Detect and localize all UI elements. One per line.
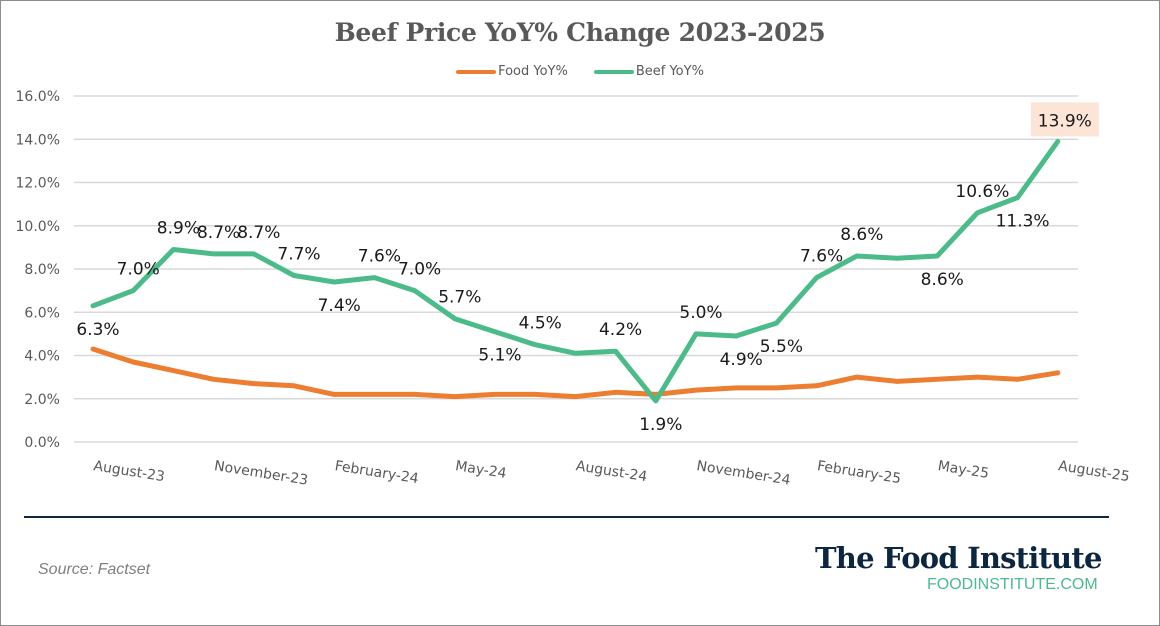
data-label: 4.9% <box>720 350 763 370</box>
data-label: 8.6% <box>840 225 883 245</box>
y-tick-label: 16.0% <box>16 89 60 105</box>
x-tick-label: May-25 <box>937 458 990 482</box>
data-label: 7.0% <box>398 260 441 280</box>
y-tick-label: 4.0% <box>24 349 60 365</box>
legend-label-beef: Beef YoY% <box>635 64 704 79</box>
highlight-label-background <box>1030 102 1099 137</box>
data-label: 7.0% <box>117 260 160 280</box>
y-tick-label: 2.0% <box>24 392 60 408</box>
y-tick-label: 10.0% <box>16 219 60 235</box>
y-tick-label: 0.0% <box>24 435 60 451</box>
data-label: 7.6% <box>358 247 401 267</box>
x-tick-label: May-24 <box>454 458 508 482</box>
data-label: 10.6% <box>955 182 1009 202</box>
legend-label-food: Food YoY% <box>498 64 568 79</box>
food-series-line <box>90 346 1061 400</box>
data-label: 7.4% <box>318 296 361 316</box>
y-tick-label: 12.0% <box>16 176 60 192</box>
x-tick-label: August-23 <box>92 458 165 485</box>
data-label: 8.7% <box>197 223 240 243</box>
x-tick-label: February-25 <box>816 458 902 487</box>
data-label: 5.5% <box>760 337 803 357</box>
legend: Food YoY% Beef YoY% <box>0 64 1160 79</box>
y-tick-label: 14.0% <box>16 132 60 148</box>
beef-series-line <box>90 138 1061 404</box>
legend-swatch-food <box>456 69 497 74</box>
data-label: 5.1% <box>478 346 521 366</box>
legend-swatch-beef <box>593 69 634 74</box>
data-label: 7.7% <box>277 244 320 264</box>
legend-item-beef: Beef YoY% <box>593 64 704 79</box>
footer-divider <box>24 516 1109 518</box>
data-label: 7.6% <box>800 247 843 267</box>
data-label: 11.3% <box>996 212 1050 232</box>
y-tick-label: 8.0% <box>24 262 60 278</box>
chart-title: Beef Price YoY% Change 2023-2025 <box>334 18 826 47</box>
x-tick-label: February-24 <box>334 458 420 487</box>
data-label: 8.7% <box>237 223 280 243</box>
y-tick-label: 6.0% <box>24 305 60 321</box>
brand-url: FOODINSTITUTE.COM <box>927 576 1098 593</box>
legend-item-food: Food YoY% <box>456 64 568 79</box>
x-tick-label: August-25 <box>1057 458 1130 485</box>
data-label: 8.6% <box>921 270 964 290</box>
x-tick-label: August-24 <box>575 458 649 485</box>
brand-logo-text: The Food Institute <box>815 541 1102 575</box>
x-tick-label: November-24 <box>695 458 791 489</box>
data-label: 5.7% <box>438 288 481 308</box>
source-note: Source: Factset <box>38 561 151 578</box>
data-label: 4.2% <box>599 320 642 340</box>
brand-name: The Food Institute <box>815 541 1102 575</box>
data-label-highlight: 13.9% <box>1038 111 1092 131</box>
data-label: 8.9% <box>157 219 200 239</box>
data-label: 1.9% <box>639 415 682 435</box>
data-label: 6.3% <box>76 320 119 340</box>
data-label: 5.0% <box>679 303 722 323</box>
x-tick-label: November-23 <box>213 458 309 489</box>
data-label: 4.5% <box>519 314 562 334</box>
